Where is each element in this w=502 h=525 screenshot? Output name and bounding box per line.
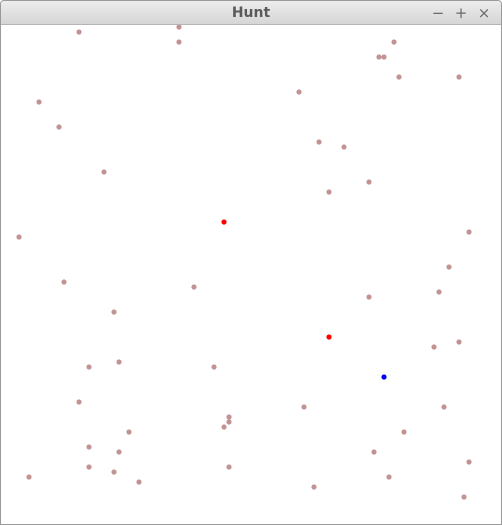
prey-dot <box>341 144 347 150</box>
maximize-button[interactable]: + <box>454 4 468 22</box>
prey-dot <box>401 429 407 435</box>
prey-dot <box>221 424 227 430</box>
prey-dot <box>371 449 377 455</box>
prey-dot <box>111 469 117 475</box>
prey-dot <box>86 444 92 450</box>
prey-dot <box>391 39 397 45</box>
player-dot <box>381 374 387 380</box>
prey-dot <box>376 54 382 60</box>
prey-dot <box>76 29 82 35</box>
prey-dot <box>296 89 302 95</box>
minimize-button[interactable]: − <box>431 4 445 22</box>
hunter-dot <box>221 219 227 225</box>
prey-dot <box>86 364 92 370</box>
prey-dot <box>101 169 107 175</box>
prey-dot <box>116 359 122 365</box>
title-bar[interactable]: Hunt − + × <box>1 1 501 25</box>
prey-dot <box>366 294 372 300</box>
prey-dot <box>226 419 232 425</box>
prey-dot <box>311 484 317 490</box>
prey-dot <box>36 99 42 105</box>
prey-dot <box>431 344 437 350</box>
prey-dot <box>446 264 452 270</box>
prey-dot <box>116 449 122 455</box>
prey-dot <box>191 284 197 290</box>
prey-dot <box>316 139 322 145</box>
prey-dot <box>111 309 117 315</box>
game-field[interactable] <box>1 25 501 524</box>
prey-dot <box>301 404 307 410</box>
prey-dot <box>86 464 92 470</box>
prey-dot <box>176 25 182 30</box>
prey-dot <box>126 429 132 435</box>
prey-dot <box>226 464 232 470</box>
prey-dot <box>466 459 472 465</box>
close-button[interactable]: × <box>477 4 491 22</box>
hunter-dot <box>326 334 332 340</box>
prey-dot <box>26 474 32 480</box>
prey-dot <box>396 74 402 80</box>
prey-dot <box>461 494 467 500</box>
prey-dot <box>366 179 372 185</box>
prey-dot <box>56 124 62 130</box>
game-canvas[interactable] <box>1 25 501 524</box>
prey-dot <box>76 399 82 405</box>
prey-dot <box>441 404 447 410</box>
prey-dot <box>176 39 182 45</box>
prey-dot <box>226 414 232 420</box>
prey-dot <box>386 474 392 480</box>
prey-dot <box>136 479 142 485</box>
prey-dot <box>456 74 462 80</box>
prey-dot <box>326 189 332 195</box>
prey-dot <box>456 339 462 345</box>
window-title: Hunt <box>231 5 271 21</box>
prey-dot <box>16 234 22 240</box>
prey-dot <box>466 229 472 235</box>
prey-dot <box>436 289 442 295</box>
prey-dot <box>211 364 217 370</box>
prey-dot <box>381 54 387 60</box>
prey-dot <box>61 279 67 285</box>
